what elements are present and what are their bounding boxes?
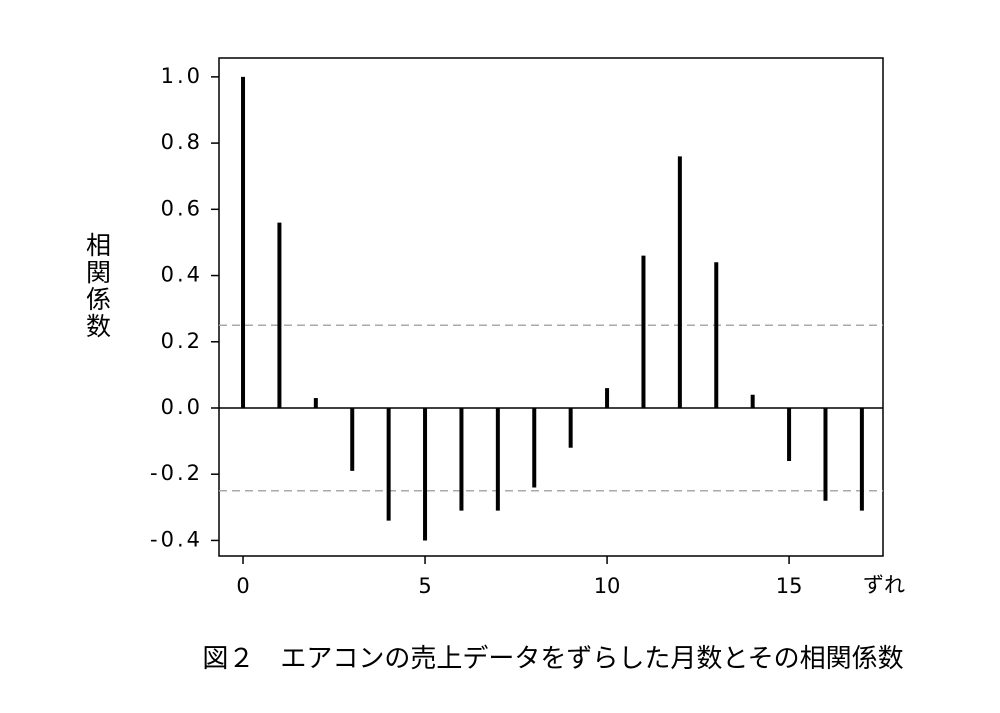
x-tick-label: 10 [594,574,621,598]
x-tick-label: 5 [418,574,431,598]
y-tick-label: 0.4 [161,263,203,287]
x-axis-label: ずれ [863,573,905,597]
y-tick-label: -0.4 [150,527,203,551]
y-tick-label: 1.0 [161,64,203,88]
y-tick-label: 0.6 [161,196,203,220]
y-tick-label: 0.0 [161,395,203,419]
x-tick-label: 0 [236,574,249,598]
y-tick-label: 0.8 [161,130,203,154]
caption: 図２ エアコンの売上データをずらした月数とその相関係数 [202,644,903,674]
y-tick-label: -0.2 [150,461,203,485]
y-axis-label: 相関係数 [83,232,112,340]
y-tick-label: 0.2 [161,329,203,353]
plot-frame [218,57,884,557]
x-tick-label: 15 [776,574,803,598]
